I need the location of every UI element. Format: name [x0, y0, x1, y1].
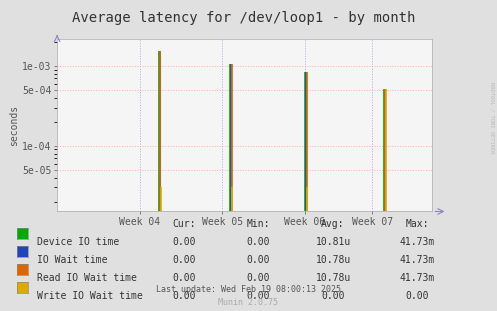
Text: 0.00: 0.00: [406, 291, 429, 301]
Text: 0.00: 0.00: [247, 291, 270, 301]
Text: Device IO time: Device IO time: [37, 237, 119, 247]
Y-axis label: seconds: seconds: [9, 104, 19, 146]
Text: RRDTOOL / TOBI OETIKER: RRDTOOL / TOBI OETIKER: [490, 82, 495, 154]
Text: Last update: Wed Feb 19 08:00:13 2025: Last update: Wed Feb 19 08:00:13 2025: [156, 285, 341, 294]
Text: Max:: Max:: [406, 219, 429, 229]
Text: 0.00: 0.00: [247, 255, 270, 265]
Text: 0.00: 0.00: [247, 273, 270, 283]
Text: Avg:: Avg:: [321, 219, 345, 229]
Text: 0.00: 0.00: [172, 273, 196, 283]
Text: 0.00: 0.00: [321, 291, 345, 301]
Text: IO Wait time: IO Wait time: [37, 255, 108, 265]
Text: 41.73m: 41.73m: [400, 255, 435, 265]
Text: 0.00: 0.00: [172, 237, 196, 247]
Text: Read IO Wait time: Read IO Wait time: [37, 273, 137, 283]
Text: 41.73m: 41.73m: [400, 273, 435, 283]
Text: 41.73m: 41.73m: [400, 237, 435, 247]
Text: 0.00: 0.00: [172, 291, 196, 301]
Text: Munin 2.0.75: Munin 2.0.75: [219, 298, 278, 307]
Text: Cur:: Cur:: [172, 219, 196, 229]
Text: Write IO Wait time: Write IO Wait time: [37, 291, 143, 301]
Text: 10.78u: 10.78u: [316, 273, 350, 283]
Text: 0.00: 0.00: [247, 237, 270, 247]
Text: 10.78u: 10.78u: [316, 255, 350, 265]
Text: Average latency for /dev/loop1 - by month: Average latency for /dev/loop1 - by mont…: [72, 11, 415, 25]
Text: 10.81u: 10.81u: [316, 237, 350, 247]
Text: Min:: Min:: [247, 219, 270, 229]
Text: 0.00: 0.00: [172, 255, 196, 265]
